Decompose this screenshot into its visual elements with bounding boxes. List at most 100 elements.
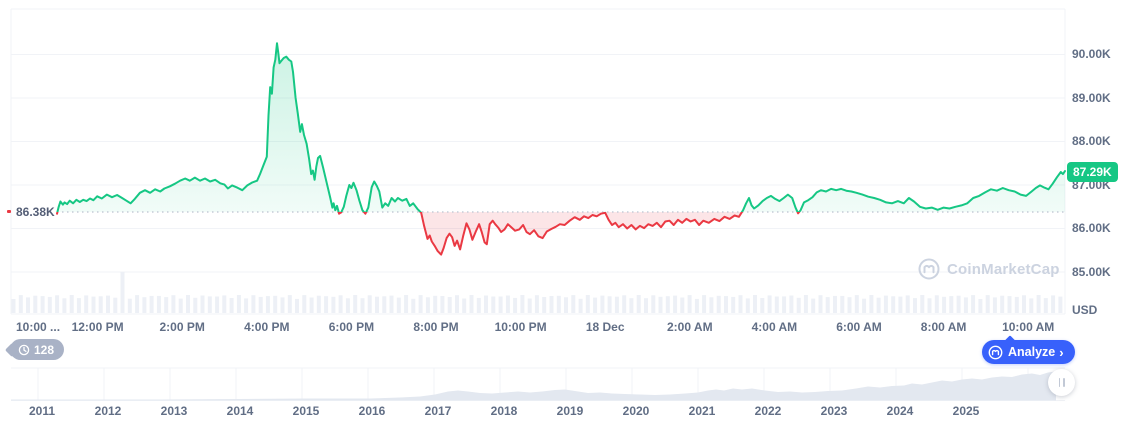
y-axis-tick: 85.00K xyxy=(1072,264,1111,279)
volume-bar xyxy=(91,296,96,313)
volume-bar xyxy=(265,296,270,313)
volume-bar xyxy=(55,295,60,313)
volume-bar xyxy=(411,298,416,313)
volume-bar xyxy=(665,296,670,313)
volume-bar xyxy=(847,297,852,313)
volume-bar xyxy=(498,296,503,313)
volume-bar xyxy=(854,295,859,313)
volume-bar xyxy=(774,296,779,313)
volume-bar xyxy=(1058,296,1063,313)
volume-bar xyxy=(316,295,321,313)
timeline-year-label: 2023 xyxy=(820,404,848,418)
baseline-price-label: 86.38K xyxy=(16,205,55,219)
pause-bars-icon xyxy=(1063,378,1065,387)
volume-bar xyxy=(702,295,707,313)
volume-bar xyxy=(149,295,154,313)
volume-bar xyxy=(513,297,518,313)
volume-bar xyxy=(564,297,568,313)
timeline-drag-handle[interactable] xyxy=(1048,369,1075,396)
volume-bar xyxy=(840,295,845,313)
history-count: 128 xyxy=(34,342,55,357)
timeline-history-silhouette xyxy=(11,371,1056,401)
timeline-year-label: 2019 xyxy=(556,404,584,418)
volume-bar xyxy=(694,298,699,313)
timeline-year-label: 2016 xyxy=(358,404,386,418)
volume-bar xyxy=(462,298,467,313)
volume-bar xyxy=(985,295,990,313)
volume-bar xyxy=(360,298,365,313)
timeline-year-label: 2014 xyxy=(226,404,254,418)
volume-bar xyxy=(963,297,968,313)
volume-bar xyxy=(898,296,903,313)
volume-bar xyxy=(491,296,496,313)
volume-bar xyxy=(440,296,445,313)
volume-bar xyxy=(622,295,627,313)
volume-bar xyxy=(425,297,430,313)
volume-bar xyxy=(992,297,997,313)
volume-bar xyxy=(295,298,299,313)
x-axis-tick: 12:00 PM xyxy=(71,320,124,334)
volume-bar xyxy=(193,297,198,313)
volume-bar xyxy=(593,297,598,313)
volume-bar xyxy=(862,298,867,313)
volume-bar xyxy=(549,296,554,313)
volume-bar xyxy=(251,295,256,313)
volume-bar xyxy=(760,298,765,313)
volume-bar xyxy=(578,298,583,313)
x-axis-tick: 10:00 ... xyxy=(16,320,61,334)
volume-bar xyxy=(789,295,794,313)
baseline-red-tick xyxy=(7,210,11,213)
volume-bar xyxy=(186,295,190,313)
volume-bar xyxy=(142,297,147,313)
volume-bar xyxy=(651,295,656,313)
volume-bar xyxy=(1000,295,1005,313)
current-price-badge: 87.29K xyxy=(1067,162,1118,182)
volume-bar xyxy=(687,295,692,313)
volume-bar xyxy=(629,298,634,313)
volume-bar xyxy=(825,297,830,313)
volume-bar xyxy=(571,295,576,313)
volume-bar xyxy=(469,295,474,313)
volume-bar xyxy=(345,298,350,313)
volume-bar xyxy=(164,297,169,313)
volume-bar xyxy=(258,296,263,313)
volume-bar xyxy=(98,296,103,313)
coinmarketcap-logo-icon xyxy=(918,258,940,280)
volume-bar xyxy=(62,298,67,313)
volume-bar xyxy=(404,295,409,313)
history-count-badge[interactable]: 128 xyxy=(4,339,65,360)
timeline-year-label: 2017 xyxy=(424,404,452,418)
clock-history-icon xyxy=(18,344,30,355)
volume-bar xyxy=(803,295,808,313)
volume-bar xyxy=(818,295,823,313)
x-axis-tick: 10:00 PM xyxy=(494,320,547,334)
volume-bar xyxy=(1007,296,1012,313)
volume-bar xyxy=(447,297,452,313)
volume-bar xyxy=(534,295,539,313)
volume-bar xyxy=(236,295,241,313)
watermark: CoinMarketCap xyxy=(918,258,1060,280)
volume-bar xyxy=(585,295,590,313)
area-fill-below-baseline xyxy=(57,211,800,255)
volume-bar xyxy=(455,295,459,313)
volume-bar xyxy=(811,298,816,313)
volume-bar xyxy=(745,298,750,313)
volume-bar xyxy=(375,296,379,313)
volume-bar xyxy=(120,272,125,313)
volume-bar xyxy=(207,296,212,313)
volume-bar xyxy=(309,297,314,313)
price-line-above-baseline xyxy=(56,42,1066,212)
timeline-year-label: 2022 xyxy=(754,404,782,418)
analyze-button[interactable]: Analyze › xyxy=(982,335,1075,364)
volume-bar xyxy=(484,295,488,313)
volume-bar xyxy=(934,295,939,313)
volume-bar xyxy=(949,296,954,313)
volume-bar xyxy=(731,296,736,313)
x-axis-tick: 2:00 AM xyxy=(667,320,713,334)
volume-bar xyxy=(927,298,932,313)
y-axis-tick: 88.00K xyxy=(1072,134,1111,148)
volume-bar xyxy=(956,295,961,313)
volume-bar xyxy=(18,295,23,313)
timeline-year-label: 2025 xyxy=(952,404,980,418)
